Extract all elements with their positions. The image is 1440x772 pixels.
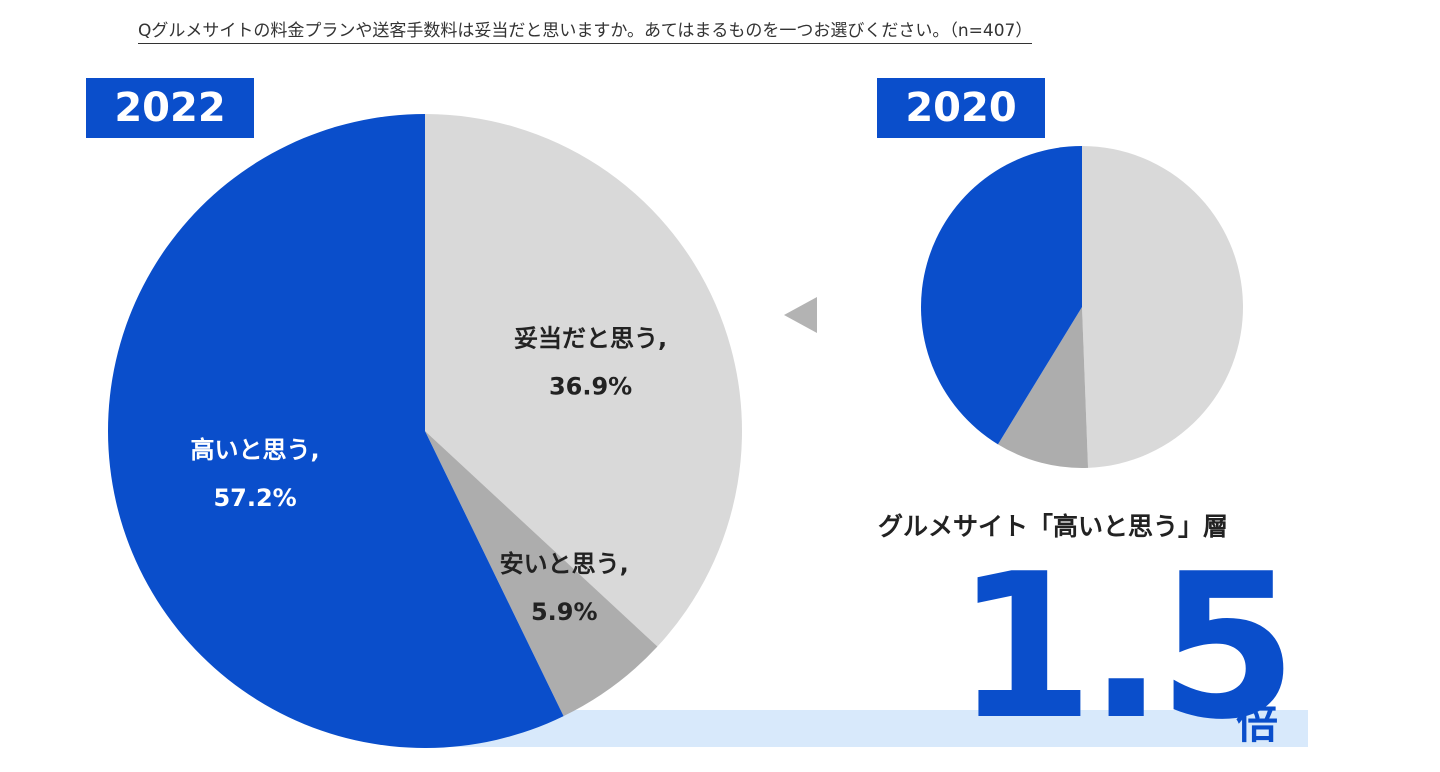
year-badge-2020: 2020 xyxy=(877,78,1045,138)
slice-value-label-2: 57.2% xyxy=(213,484,296,512)
pie-2020-slice-0 xyxy=(1082,146,1244,468)
slice-label-2: 高いと思う, xyxy=(191,436,320,464)
callout-text: グルメサイト「高いと思う」層 xyxy=(878,512,1229,541)
slice-value-label-0: 36.9% xyxy=(549,373,632,401)
pie-2020 xyxy=(921,146,1244,469)
pie-2020-slice-2 xyxy=(921,146,1082,445)
survey-question: Qグルメサイトの料金プランや送客手数料は妥当だと思いますか。あてはまるものを一つ… xyxy=(138,16,1033,44)
pie-2020-slice-1 xyxy=(997,307,1089,469)
pie-2022-slice-0 xyxy=(425,114,742,647)
year-badge-2022: 2022 xyxy=(86,78,254,138)
highlight-band xyxy=(420,710,1308,747)
pie-2022-labels: 妥当だと思う, 36.9% 安いと思う, 5.9% 高いと思う, 57.2% xyxy=(191,325,668,626)
pie-2022-slice-2 xyxy=(107,114,564,748)
slice-value-label-1: 5.9% xyxy=(531,598,598,626)
pie-2022 xyxy=(107,114,742,748)
slice-label-1: 安いと思う, xyxy=(500,550,629,578)
multiplier-unit: 倍 xyxy=(1236,699,1279,748)
slice-label-0: 妥当だと思う, xyxy=(514,325,667,353)
comparison-arrow-icon xyxy=(784,297,817,333)
pie-2022-slice-1 xyxy=(425,431,658,717)
multiplier-value: 1.5 xyxy=(955,531,1297,764)
